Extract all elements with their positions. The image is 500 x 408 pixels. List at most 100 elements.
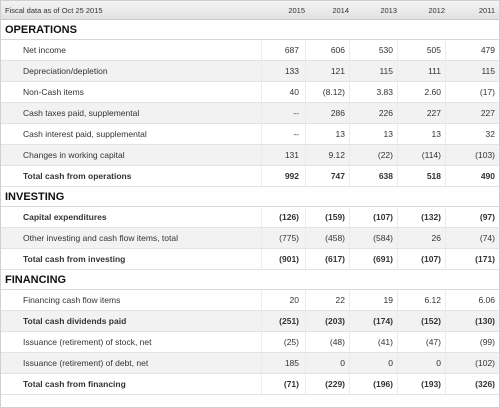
cell-2013: (584) (349, 228, 397, 248)
cell-2012: 6.12 (397, 290, 445, 310)
table-row: Total cash dividends paid (251) (203) (174)… (1, 311, 499, 332)
cell-2014: (617) (305, 249, 349, 269)
table-row: Total cash from financing (71) (229) (196)(… (1, 374, 499, 395)
cell-2015: 40 (261, 82, 305, 102)
cell-2011: 6.06 (445, 290, 499, 310)
cell-2015: -- (261, 124, 305, 144)
cell-2014: (229) (305, 374, 349, 394)
cell-2015: (71) (261, 374, 305, 394)
row-label: Net income (23, 45, 66, 55)
row-label: Non-Cash items (23, 87, 84, 97)
cell-2014: 606 (305, 40, 349, 60)
table-header: Fiscal data as of Oct 25 2015 2015 2014 … (1, 1, 499, 20)
cell-2012: (132) (397, 207, 445, 227)
cell-2012: 518 (397, 166, 445, 186)
cell-2011: (171) (445, 249, 499, 269)
cell-2015: (775) (261, 228, 305, 248)
row-label: Capital expenditures (23, 212, 107, 222)
cell-2011: (97) (445, 207, 499, 227)
table-row: Depreciation/depletion 133 121 115 111 115 (1, 61, 499, 82)
cell-2015: (901) (261, 249, 305, 269)
cell-2012: 2.60 (397, 82, 445, 102)
row-label: Total cash from investing (23, 254, 126, 264)
table-row: Cash interest paid, supplemental -- 13 13 13… (1, 124, 499, 145)
row-label: Total cash from operations (23, 171, 132, 181)
cell-2015: 185 (261, 353, 305, 373)
row-label: Changes in working capital (23, 150, 125, 160)
table-row: Total cash from investing (901) (617) (691)… (1, 249, 499, 270)
cell-2013: 3.83 (349, 82, 397, 102)
cell-2011: 227 (445, 103, 499, 123)
row-label: Other investing and cash flow items, tot… (23, 233, 178, 243)
row-label: Total cash dividends paid (23, 316, 127, 326)
year-header-2015: 2015 (288, 5, 305, 15)
row-label: Financing cash flow items (23, 295, 121, 305)
cell-2015: (251) (261, 311, 305, 331)
cell-2014: (159) (305, 207, 349, 227)
section-title-investing: INVESTING (1, 187, 499, 207)
cell-2011: (130) (445, 311, 499, 331)
cell-2012: 13 (397, 124, 445, 144)
cell-2012: 26 (397, 228, 445, 248)
table-body: OPERATIONS Net income 687 606 530 505 479 Depre… (1, 20, 499, 395)
cell-2013: 0 (349, 353, 397, 373)
row-label: Issuance (retirement) of debt, net (23, 358, 149, 368)
cell-2015: 131 (261, 145, 305, 165)
cell-2015: 687 (261, 40, 305, 60)
cell-2015: 992 (261, 166, 305, 186)
fiscal-date-label: Fiscal data as of Oct 25 2015 (5, 5, 103, 15)
cell-2015: 133 (261, 61, 305, 81)
table-row: Capital expenditures (126) (159) (107) (132)… (1, 207, 499, 228)
cell-2011: (17) (445, 82, 499, 102)
cell-2014: 9.12 (305, 145, 349, 165)
cell-2014: 0 (305, 353, 349, 373)
cell-2012: (107) (397, 249, 445, 269)
table-row: Issuance (retirement) of debt, net 185 0 0 0… (1, 353, 499, 374)
cell-2014: 13 (305, 124, 349, 144)
row-label: Total cash from financing (23, 379, 126, 389)
table-row: Non-Cash items 40 (8.12) 3.83 2.60 (17) (1, 82, 499, 103)
table-row: Financing cash flow items 20 22 19 6.12 6.06 (1, 290, 499, 311)
cell-2012: 0 (397, 353, 445, 373)
section-title-operations: OPERATIONS (1, 20, 499, 40)
cell-2014: 121 (305, 61, 349, 81)
cell-2011: (103) (445, 145, 499, 165)
cell-2011: (102) (445, 353, 499, 373)
cell-2012: 111 (397, 61, 445, 81)
cell-2011: 479 (445, 40, 499, 60)
cell-2015: (126) (261, 207, 305, 227)
table-row: Other investing and cash flow items, tot… (1, 228, 499, 249)
cell-2014: 286 (305, 103, 349, 123)
cell-2014: 747 (305, 166, 349, 186)
cell-2013: 13 (349, 124, 397, 144)
section-title-financing: FINANCING (1, 270, 499, 290)
row-label: Cash interest paid, supplemental (23, 129, 147, 139)
row-label: Cash taxes paid, supplemental (23, 108, 140, 118)
year-header-2013: 2013 (380, 5, 397, 15)
cell-2013: (41) (349, 332, 397, 352)
table-row: Cash taxes paid, supplemental -- 286 226 227… (1, 103, 499, 124)
table-row: Total cash from operations 992 747 638 518 49… (1, 166, 499, 187)
cell-2013: 530 (349, 40, 397, 60)
cell-2013: 226 (349, 103, 397, 123)
cell-2013: (691) (349, 249, 397, 269)
cell-2012: (152) (397, 311, 445, 331)
cell-2011: 32 (445, 124, 499, 144)
cell-2013: (174) (349, 311, 397, 331)
cell-2011: 490 (445, 166, 499, 186)
cell-2014: 22 (305, 290, 349, 310)
year-header-2011: 2011 (478, 5, 495, 15)
cell-2014: (8.12) (305, 82, 349, 102)
year-header-2014: 2014 (332, 5, 349, 15)
cell-2013: 638 (349, 166, 397, 186)
cell-2013: (196) (349, 374, 397, 394)
year-header-2012: 2012 (428, 5, 445, 15)
table-row: Changes in working capital 131 9.12 (22) (11… (1, 145, 499, 166)
cell-2012: 505 (397, 40, 445, 60)
cell-2015: 20 (261, 290, 305, 310)
cell-2013: 115 (349, 61, 397, 81)
cell-2012: (47) (397, 332, 445, 352)
cell-2015: (25) (261, 332, 305, 352)
cell-2014: (458) (305, 228, 349, 248)
